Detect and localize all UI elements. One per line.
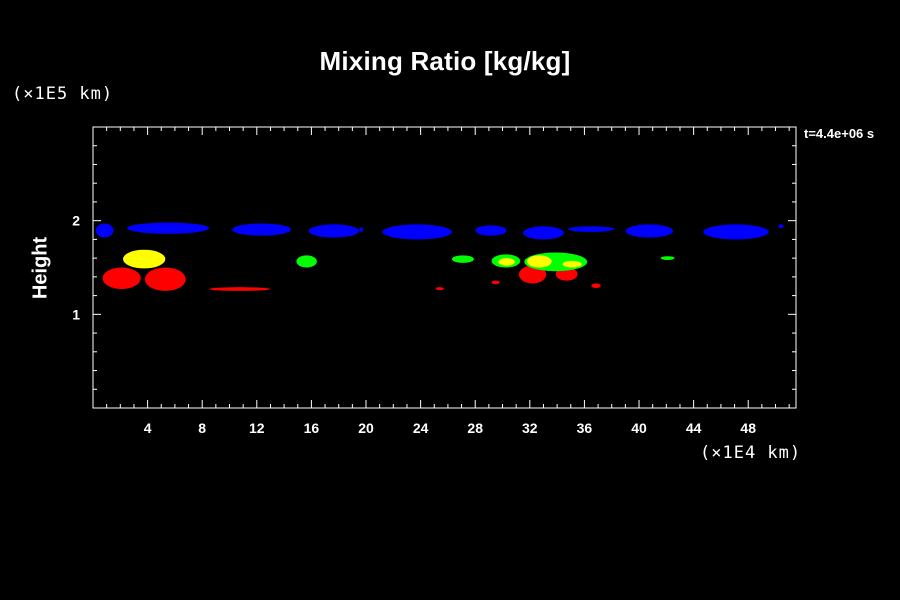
blue-contour-region — [359, 227, 364, 232]
yellow-contour-region — [123, 249, 166, 269]
green-contour-region — [660, 256, 675, 261]
red-contour-region — [518, 265, 547, 284]
red-contour-region — [435, 287, 444, 291]
yellow-contour-region — [527, 255, 552, 268]
red-contour-region — [491, 280, 500, 285]
time-label: t=4.4e+06 s — [804, 126, 875, 141]
green-contour-region — [296, 255, 317, 268]
y-unit-label: (×1E5 km) — [12, 84, 114, 104]
x-tick-label: 8 — [198, 420, 206, 436]
x-tick-label: 44 — [686, 420, 702, 436]
red-contour-region — [144, 267, 186, 291]
blue-contour-region — [703, 224, 769, 240]
blue-contour-region — [95, 223, 114, 238]
red-contour-region — [102, 267, 141, 290]
x-tick-label: 28 — [467, 420, 483, 436]
blue-contour-region — [778, 224, 784, 229]
x-tick-label: 40 — [631, 420, 647, 436]
x-tick-label: 24 — [413, 420, 429, 436]
yellow-contour-region — [562, 260, 582, 268]
blue-contour-region — [475, 225, 507, 236]
x-unit-label: (×1E4 km) — [700, 443, 802, 463]
x-tick-label: 12 — [249, 420, 265, 436]
blue-contour-region — [232, 223, 291, 236]
x-tick-label: 16 — [304, 420, 320, 436]
red-contour-region — [209, 287, 271, 291]
plot-frame — [92, 126, 797, 409]
chart-title: Mixing Ratio [kg/kg] — [319, 46, 571, 76]
blue-contour-region — [382, 224, 453, 240]
green-contour-region — [452, 255, 474, 263]
y-tick-label: 2 — [72, 213, 80, 229]
blue-contour-region — [308, 224, 360, 238]
yellow-contour-region — [498, 258, 515, 266]
blue-contour-region — [625, 224, 674, 238]
x-tick-label: 48 — [740, 420, 756, 436]
x-tick-label: 4 — [144, 420, 152, 436]
y-tick-label: 1 — [72, 306, 80, 322]
x-tick-label: 32 — [522, 420, 538, 436]
x-tick-label: 36 — [577, 420, 593, 436]
blue-contour-region — [568, 226, 615, 232]
x-tick-label: 20 — [358, 420, 374, 436]
blue-contour-region — [522, 226, 564, 240]
red-contour-region — [591, 283, 601, 289]
blue-contour-region — [127, 222, 210, 234]
